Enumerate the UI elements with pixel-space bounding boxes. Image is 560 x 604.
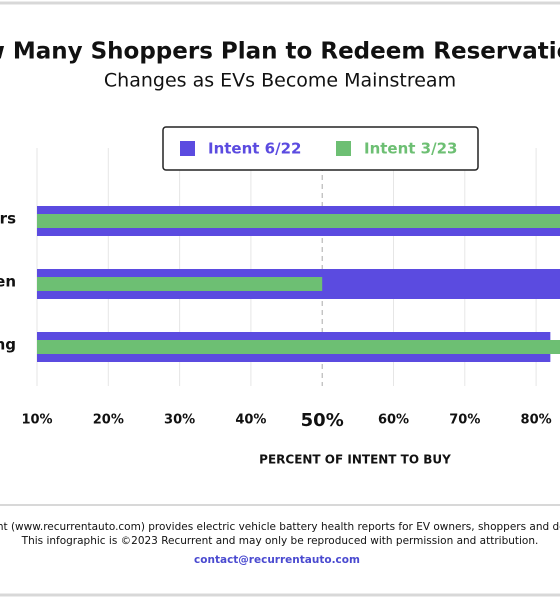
legend-swatch [180,141,195,156]
x-tick-label: 40% [235,413,266,428]
y-tick-label: en [0,273,16,291]
x-tick-label: 80% [521,413,552,428]
bar [37,340,560,354]
chart-title: w Many Shoppers Plan to Redeem Reservati… [0,39,560,65]
legend-swatch [336,141,351,156]
x-tick-label: 30% [164,413,195,428]
legend-label: Intent 6/22 [208,140,301,158]
contact: contact@recurrentauto.com [194,554,360,566]
legend-label: Intent 3/23 [364,140,457,158]
plot [37,206,560,362]
x-tick-label: 50% [301,410,344,431]
x-axis-label: PERCENT OF INTENT TO BUY [259,453,451,467]
x-tick-label: 20% [93,413,124,428]
legend: Intent 6/22 Intent 3/23 [162,126,479,171]
legend-box [162,126,479,171]
bar [37,277,323,291]
x-tick-label: 70% [449,413,480,428]
y-tick-label: ng [0,336,16,354]
x-tick-label: 60% [378,413,409,428]
chart-subtitle: Changes as EVs Become Mainstream [104,70,456,92]
bar [37,214,560,228]
footer-line: ent (www.recurrentauto.com) provides ele… [0,521,560,533]
footer-line: This infographic is ©2023 Recurrent and … [21,535,539,547]
y-tick-label: rs [0,210,16,228]
x-tick-label: 10% [21,413,52,428]
